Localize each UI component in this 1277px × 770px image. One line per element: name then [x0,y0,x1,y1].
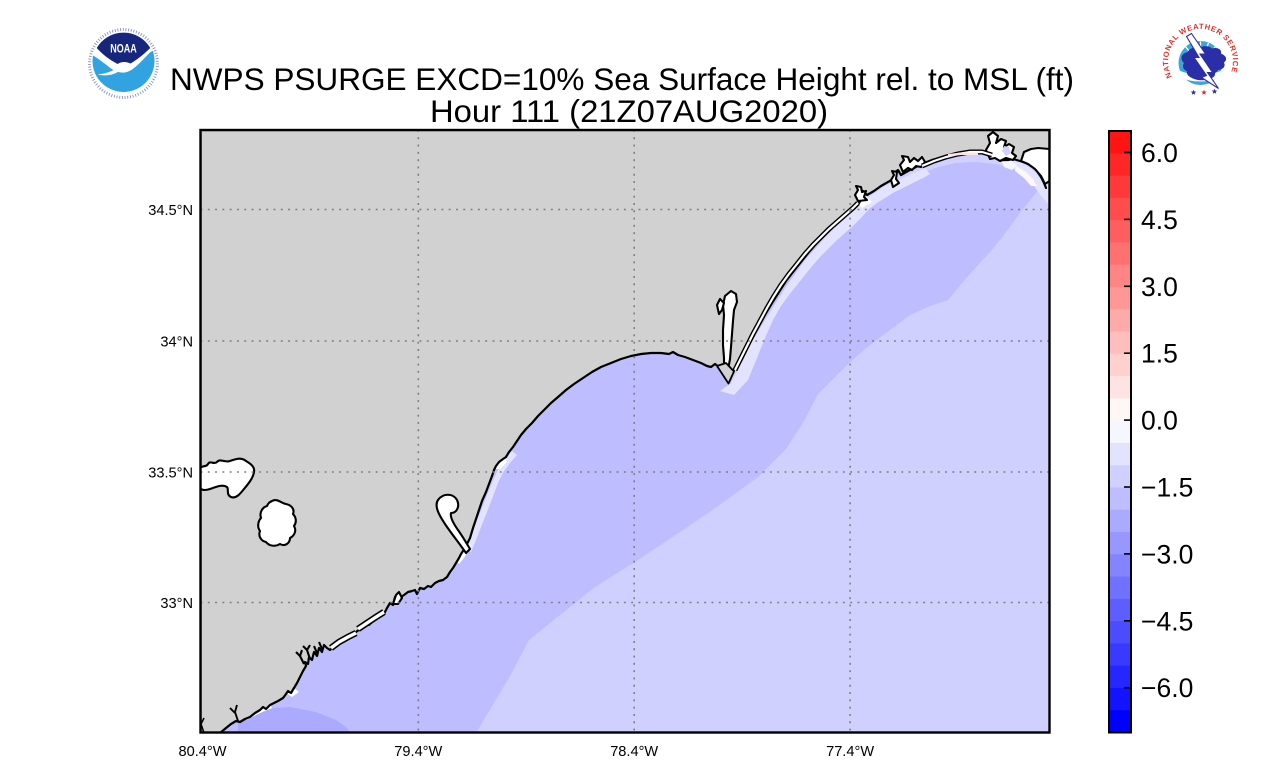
svg-text:Hour 111 (21Z07AUG2020): Hour 111 (21Z07AUG2020) [430,93,828,129]
svg-text:6.0: 6.0 [1141,138,1178,168]
svg-text:33.5°N: 33.5°N [148,466,193,482]
svg-text:78.4°W: 78.4°W [610,744,658,760]
svg-text:4.5: 4.5 [1141,205,1178,235]
svg-text:1.5: 1.5 [1141,339,1178,369]
svg-text:77.4°W: 77.4°W [826,744,874,760]
svg-text:−1.5: −1.5 [1141,473,1193,503]
svg-text:33°N: 33°N [160,596,193,612]
svg-text:−3.0: −3.0 [1141,539,1193,569]
svg-text:NOAA: NOAA [110,43,137,56]
svg-text:−6.0: −6.0 [1141,673,1193,703]
svg-text:34°N: 34°N [160,335,193,351]
svg-text:34.5°N: 34.5°N [148,203,193,219]
svg-text:NWPS PSURGE EXCD=10% Sea Surfa: NWPS PSURGE EXCD=10% Sea Surface Height … [170,61,1074,97]
svg-text:79.4°W: 79.4°W [394,744,442,760]
svg-text:80.4°W: 80.4°W [178,744,226,760]
svg-text:0.0: 0.0 [1141,406,1178,436]
svg-text:3.0: 3.0 [1141,272,1178,302]
svg-text:−4.5: −4.5 [1141,606,1193,636]
